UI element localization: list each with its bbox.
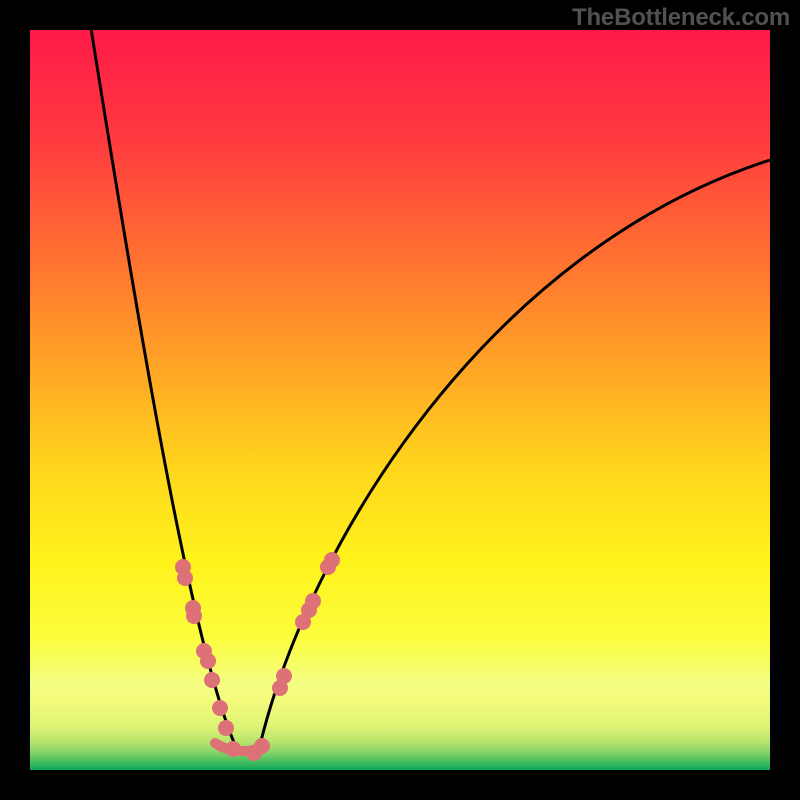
chart-canvas: TheBottleneck.com (0, 0, 800, 800)
marker-dot (324, 552, 340, 568)
bottleneck-chart-svg (0, 0, 800, 800)
marker-dot (177, 570, 193, 586)
marker-dot (225, 741, 241, 757)
marker-dot (305, 593, 321, 609)
marker-dot (254, 738, 270, 754)
watermark-label: TheBottleneck.com (572, 4, 790, 32)
marker-dot (218, 720, 234, 736)
marker-dot (276, 668, 292, 684)
marker-dot (204, 672, 220, 688)
marker-dot (212, 700, 228, 716)
marker-dot (186, 608, 202, 624)
plot-background (30, 30, 770, 770)
marker-dot (200, 653, 216, 669)
